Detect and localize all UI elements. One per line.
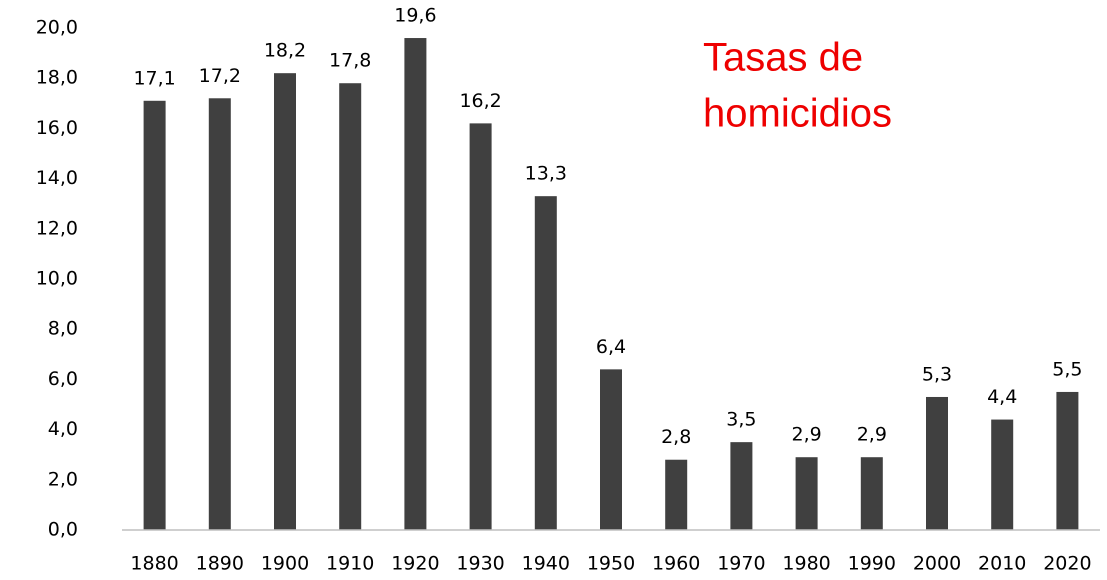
bar <box>665 459 688 530</box>
y-tick-label: 18,0 <box>36 67 78 89</box>
bar <box>926 396 948 530</box>
bar <box>730 442 753 530</box>
y-tick-label: 12,0 <box>36 217 78 239</box>
bar <box>534 196 557 531</box>
bar <box>404 38 427 530</box>
x-tick-label: 1930 <box>456 553 504 575</box>
bar <box>208 98 231 530</box>
value-label: 17,1 <box>133 67 175 89</box>
value-label: 2,9 <box>857 424 887 446</box>
value-label: 5,5 <box>1052 358 1082 380</box>
value-label: 19,6 <box>394 5 436 27</box>
value-label: 17,2 <box>199 65 241 87</box>
value-label: 16,2 <box>459 90 501 112</box>
x-tick-label: 2000 <box>913 553 961 575</box>
bar <box>991 419 1014 530</box>
x-tick-label: 1920 <box>391 553 439 575</box>
y-tick-label: 8,0 <box>48 318 78 340</box>
y-tick-label: 20,0 <box>36 17 78 39</box>
bar <box>860 457 883 530</box>
bar <box>600 369 622 530</box>
y-tick-label: 6,0 <box>48 368 78 390</box>
bar <box>1056 391 1079 530</box>
bar <box>469 123 492 530</box>
bar <box>274 73 296 531</box>
value-label: 4,4 <box>987 386 1017 408</box>
x-tick-label: 1940 <box>522 553 570 575</box>
x-tick-label: 1980 <box>782 553 830 575</box>
x-tick-label: 1910 <box>326 553 374 575</box>
x-tick-label: 1970 <box>717 553 765 575</box>
value-label: 6,4 <box>596 336 626 358</box>
x-tick-label: 1890 <box>196 553 244 575</box>
value-label: 13,3 <box>525 163 567 185</box>
value-label: 3,5 <box>726 409 756 431</box>
x-tick-label: 1990 <box>848 553 896 575</box>
y-tick-label: 10,0 <box>36 268 78 290</box>
value-label: 18,2 <box>264 40 306 62</box>
value-label: 2,8 <box>661 426 691 448</box>
x-tick-label: 1960 <box>652 553 700 575</box>
bar <box>795 457 818 530</box>
value-label: 17,8 <box>329 50 371 72</box>
y-tick-label: 4,0 <box>48 418 78 440</box>
x-tick-label: 1950 <box>587 553 635 575</box>
x-tick-label: 1900 <box>261 553 309 575</box>
chart-title: Tasas de <box>703 36 863 80</box>
x-tick-label: 2020 <box>1043 553 1091 575</box>
x-tick-label: 2010 <box>978 553 1026 575</box>
bar <box>143 100 166 530</box>
value-label: 5,3 <box>922 363 952 385</box>
x-tick-label: 1880 <box>130 553 178 575</box>
value-label: 2,9 <box>791 424 821 446</box>
bar <box>339 83 362 530</box>
chart-title: homicidios <box>703 92 892 136</box>
y-tick-label: 16,0 <box>36 117 78 139</box>
y-tick-label: 14,0 <box>36 167 78 189</box>
y-tick-label: 2,0 <box>48 468 78 490</box>
y-tick-label: 0,0 <box>48 519 78 541</box>
